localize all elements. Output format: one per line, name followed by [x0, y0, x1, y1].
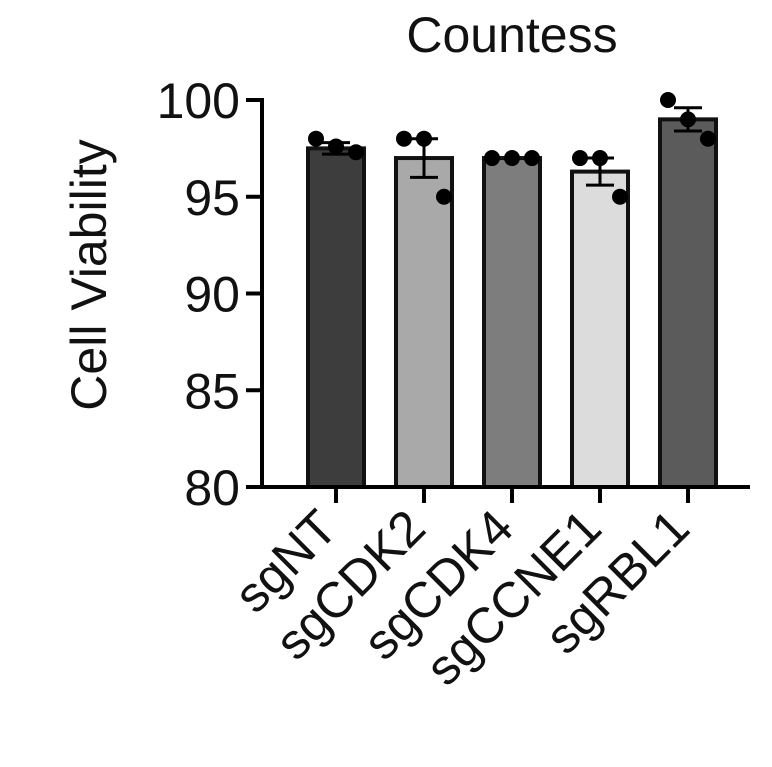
data-point-sgcdk4 [524, 150, 540, 167]
axes [260, 98, 750, 489]
bar-sgcdk2 [394, 156, 454, 490]
chart-title: Countess [406, 7, 617, 63]
y-tick-label: 85 [184, 363, 240, 419]
data-point-sgrbl1 [680, 111, 696, 128]
data-point-sgcdk2 [396, 130, 412, 147]
data-point-sgnt [348, 144, 364, 161]
data-point-sgccne1 [612, 188, 628, 205]
bar-sgcdk4 [482, 156, 542, 490]
data-point-sgccne1 [572, 150, 588, 167]
data-point-sgnt [308, 130, 324, 147]
data-point-sgcdk2 [416, 130, 432, 147]
data-point-sgrbl1 [660, 92, 676, 108]
y-tick-label: 95 [184, 170, 240, 226]
data-points [308, 92, 716, 205]
y-axis-label: Cell Viability [61, 139, 117, 410]
y-tick-label: 100 [157, 73, 240, 129]
data-point-sgcdk4 [484, 150, 500, 167]
data-point-sgnt [328, 138, 344, 155]
data-point-sgcdk4 [504, 150, 520, 167]
y-axis-ticks: 80 85 90 95 100 [157, 73, 262, 516]
data-point-sgccne1 [592, 150, 608, 167]
bars [306, 117, 718, 490]
data-point-sgcdk2 [436, 188, 452, 205]
bar-sgccne1 [570, 169, 630, 489]
data-point-sgrbl1 [700, 130, 716, 147]
y-tick-label: 80 [184, 460, 240, 516]
bar-sgrbl1 [658, 117, 718, 489]
y-tick-label: 90 [184, 267, 240, 323]
bar-sgnt [306, 146, 366, 489]
